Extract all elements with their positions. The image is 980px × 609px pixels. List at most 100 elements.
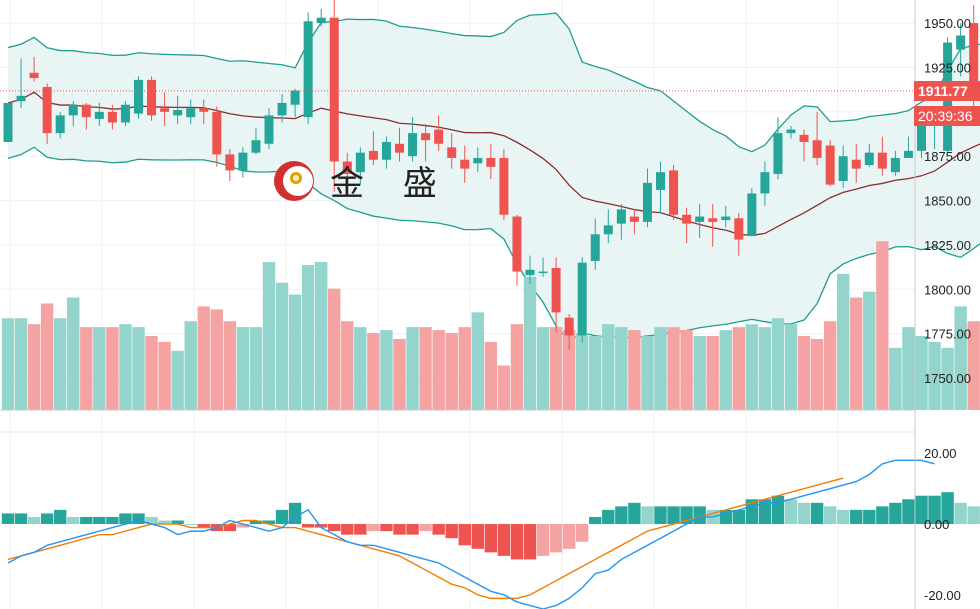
candle-body: [3, 102, 13, 142]
candle-body: [120, 104, 130, 123]
macd-histogram-bar: [589, 516, 602, 525]
volume-bar: [693, 336, 706, 410]
candle-body: [786, 129, 796, 134]
volume-bar: [510, 324, 524, 410]
volume-bar: [484, 341, 498, 410]
macd-pane: [1, 459, 980, 609]
candle-body: [760, 172, 770, 194]
macd-histogram-bar: [889, 502, 902, 525]
macd-histogram-bar: [145, 516, 158, 525]
candle-body: [917, 115, 926, 151]
volume-bar: [393, 338, 406, 410]
macd-histogram-bar: [915, 495, 928, 525]
volume-bar: [732, 327, 745, 410]
candle-body: [734, 218, 744, 240]
countdown-label: 20:39:36: [914, 105, 980, 126]
volume-bar: [471, 312, 484, 410]
band-fill: [8, 13, 980, 342]
candle-body: [160, 108, 170, 112]
price-tick-label: 1950.00: [924, 16, 971, 31]
macd-histogram-bar: [106, 516, 119, 525]
volume-bar: [628, 330, 641, 410]
candle-body: [460, 159, 470, 169]
macd-histogram-bar: [837, 509, 850, 525]
volume-bar: [654, 327, 667, 410]
volume-bar: [262, 262, 276, 410]
volume-bar: [771, 318, 785, 410]
candle-body: [903, 150, 913, 158]
volume-bar: [667, 327, 680, 410]
volume-bar: [432, 330, 445, 410]
macd-axis[interactable]: 20.00 0.00 -20.00: [924, 446, 961, 603]
volume-bar: [889, 347, 902, 410]
volume-bar: [562, 330, 576, 410]
candle-body: [434, 129, 444, 144]
candle-body: [225, 154, 235, 171]
price-axis[interactable]: 1950.001925.001900.001875.001850.001825.…: [924, 16, 971, 386]
volume-bar: [915, 336, 928, 410]
volume-bar: [40, 303, 54, 410]
macd-histogram-bar: [928, 495, 941, 525]
volume-bar: [301, 264, 315, 410]
macd-tick-label: 0.00: [924, 517, 949, 532]
volume-bar: [823, 321, 837, 410]
macd-histogram-bar: [497, 524, 511, 556]
macd-histogram-bar: [445, 524, 458, 539]
macd-histogram-bar: [667, 506, 680, 525]
macd-histogram-bar: [602, 509, 615, 525]
candle-body: [682, 214, 692, 224]
candle-body: [603, 225, 613, 235]
candle-body: [342, 161, 352, 174]
macd-histogram-bar: [458, 524, 471, 546]
volume-bar: [549, 327, 563, 410]
macd-histogram-bar: [367, 524, 380, 532]
macd-histogram-bar: [197, 524, 210, 528]
volume-bar: [967, 321, 980, 410]
candle-body: [68, 104, 78, 116]
volume-bar: [745, 324, 759, 410]
macd-histogram-bar: [771, 495, 785, 525]
volume-bar: [941, 347, 954, 410]
macd-histogram-bar: [301, 524, 315, 528]
macd-histogram-bar: [249, 520, 263, 525]
candle-body: [303, 21, 313, 118]
macd-histogram-bar: [941, 492, 954, 525]
macd-histogram-bar: [119, 513, 132, 525]
candle-body: [94, 111, 104, 119]
macd-histogram-bar: [810, 502, 824, 525]
candle-body: [355, 152, 365, 173]
countdown-value: 20:39:36: [918, 107, 973, 124]
volume-bar: [223, 321, 237, 410]
candle-body: [773, 133, 783, 174]
price-tick-label: 1825.00: [924, 238, 971, 253]
candle-body: [812, 140, 822, 158]
candle-body: [669, 170, 679, 215]
macd-histogram-bar: [954, 502, 967, 525]
macd-histogram-bar: [523, 524, 537, 560]
volume-bar: [497, 365, 511, 410]
candle-body: [486, 157, 496, 167]
volume-bar: [719, 330, 732, 410]
candle-body: [251, 140, 261, 153]
volume-bar: [1, 318, 15, 410]
volume-bar: [14, 318, 28, 410]
volume-bar: [602, 324, 615, 410]
candle-body: [421, 133, 431, 141]
price-tick-label: 1775.00: [924, 327, 971, 342]
candle-body: [512, 216, 522, 272]
macd-histogram-bar: [158, 520, 171, 525]
macd-histogram-bar: [354, 524, 367, 535]
volume-bar: [236, 327, 250, 410]
volume-bar: [354, 327, 367, 410]
candle-body: [877, 152, 887, 169]
macd-line: [7, 459, 935, 609]
volume-bar: [210, 309, 223, 410]
macd-histogram-bar: [850, 509, 863, 525]
macd-histogram-bar: [510, 524, 524, 560]
candle-body: [551, 268, 561, 313]
macd-histogram-bar: [615, 506, 628, 525]
candle-body: [147, 79, 157, 116]
candle-body: [473, 157, 483, 164]
volume-bar: [902, 327, 915, 410]
